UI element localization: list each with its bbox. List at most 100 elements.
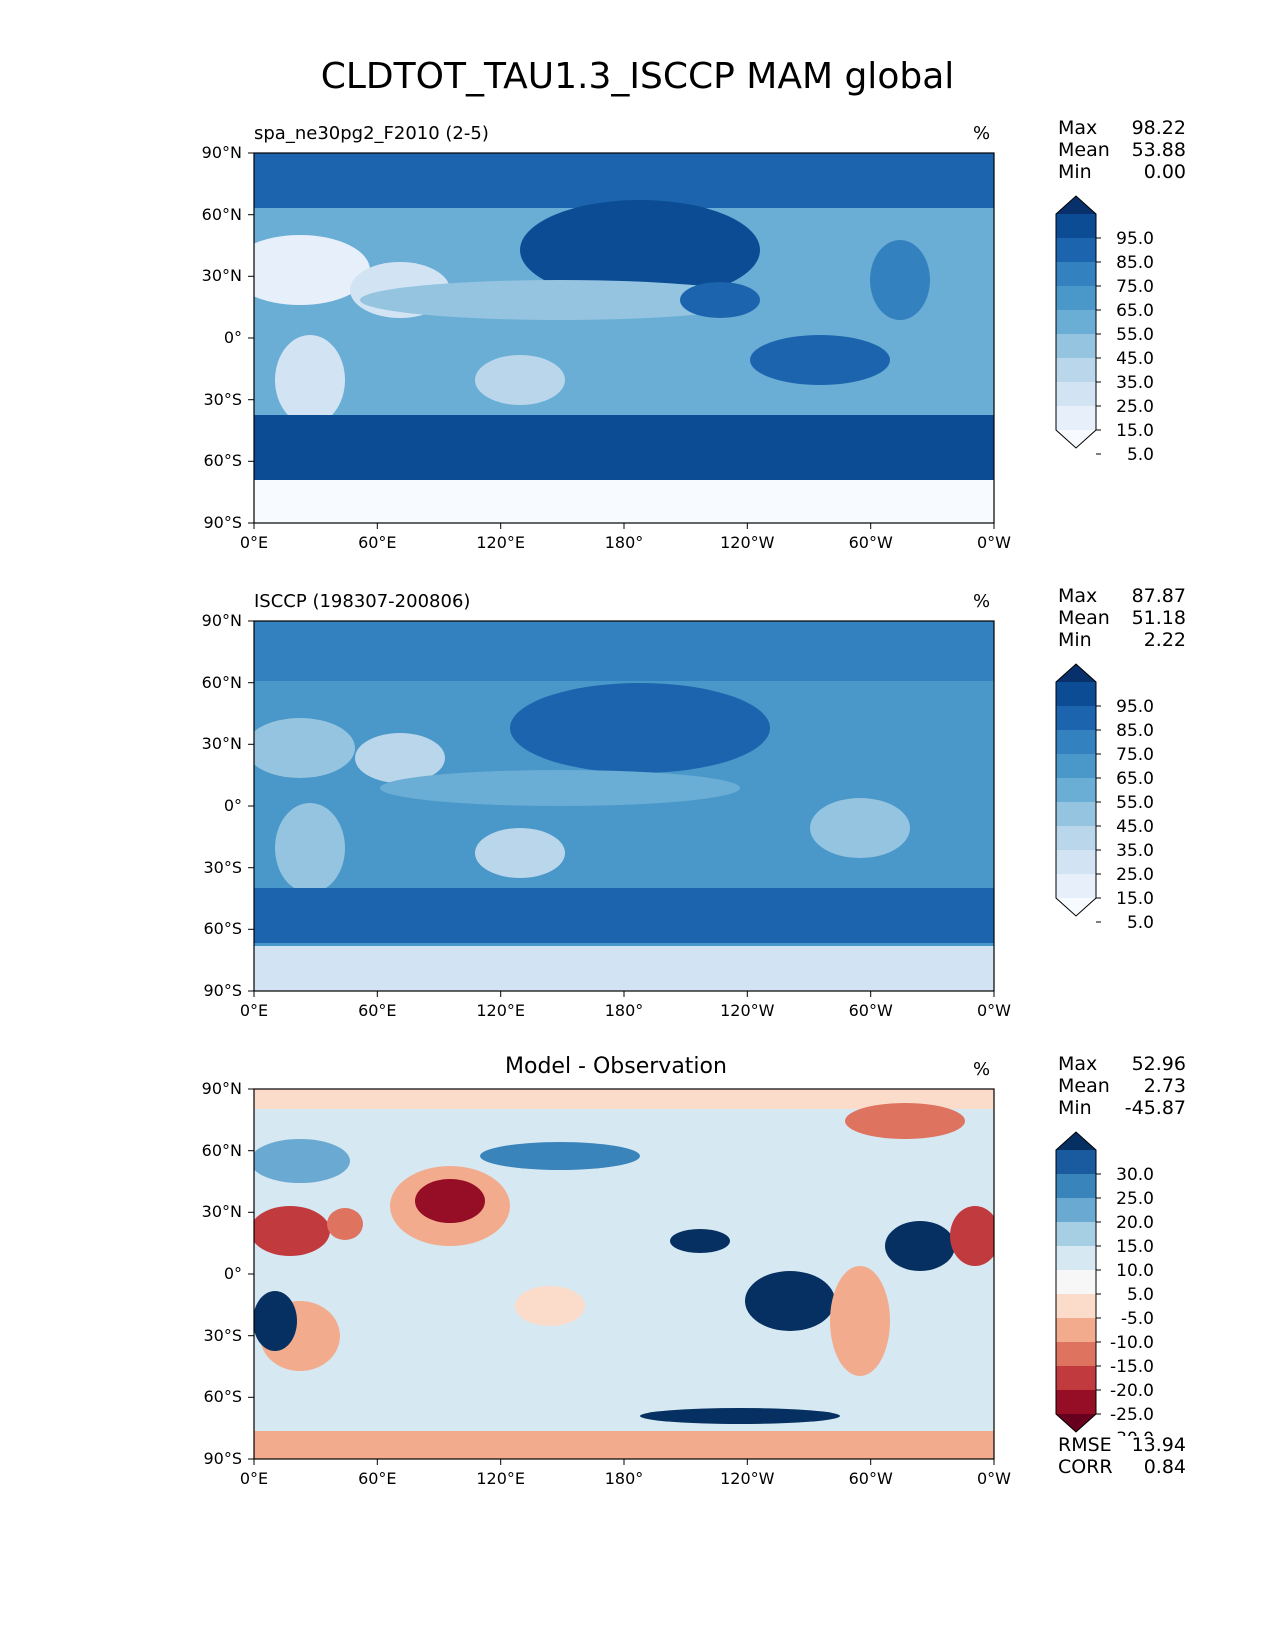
colorbar-tick-label: 30.0 <box>1116 1165 1154 1185</box>
colorbar-extend-max <box>1056 196 1096 214</box>
lon-tick-label: 180° <box>605 533 644 552</box>
lat-tick-label: 30°N <box>202 1202 242 1221</box>
colorbar-segment <box>1056 754 1096 778</box>
colorbar-segment <box>1056 826 1096 850</box>
map-plot: 90°N 60°N 30°N 0° 30°S 60°S 90°S 0°E 60°… <box>202 143 1012 552</box>
lon-tick-label: 120°E <box>476 1469 525 1488</box>
colorbar-segment <box>1056 1246 1096 1270</box>
stats-block: Max 98.22 Mean 53.88 Min 0.00 <box>1058 117 1186 183</box>
lon-tick-label: 120°E <box>476 1001 525 1020</box>
colorbar-tick-label: 15.0 <box>1116 889 1154 909</box>
lon-tick-label: 120°W <box>720 1469 775 1488</box>
colorbar-tick-label: 85.0 <box>1116 721 1154 741</box>
stat-mean-label: Mean <box>1058 607 1110 629</box>
colorbar-segment <box>1056 1222 1096 1246</box>
stat-mean-value: 2.73 <box>1143 1075 1186 1097</box>
metric-corr-label: CORR <box>1058 1456 1113 1478</box>
colorbar-tick-label: 85.0 <box>1116 253 1154 273</box>
colorbar-tick-label: 45.0 <box>1116 349 1154 369</box>
stat-max-value: 98.22 <box>1131 117 1186 139</box>
panel-difference: Model - Observation % Max 52.96 Mean 2.73 … <box>0 936 1275 1488</box>
colorbar-tick-label: 5.0 <box>1127 1285 1154 1305</box>
stat-mean-value: 51.18 <box>1131 607 1186 629</box>
colorbar: 30.0 25.0 20.0 15.0 10.0 5.0 -5.0 -10.0 -15.0 -20… <box>1055 1131 1154 1436</box>
colorbar-tick-label: 45.0 <box>1116 817 1154 837</box>
panel-subtitle: spa_ne30pg2_F2010 (2-5) <box>254 123 489 144</box>
colorbar-extend-max <box>1056 1132 1096 1150</box>
colorbar-tick-label: 5.0 <box>1127 445 1154 465</box>
lat-tick-label: 90°S <box>203 513 242 532</box>
colorbar-segment <box>1056 1150 1096 1174</box>
colorbar-segment <box>1056 262 1096 286</box>
stat-mean-value: 53.88 <box>1131 139 1186 161</box>
lon-tick-label: 120°E <box>476 533 525 552</box>
lat-tick-label: 90°N <box>202 611 242 630</box>
lon-tick-label: 180° <box>605 1469 644 1488</box>
stat-min-value: -45.87 <box>1124 1097 1186 1119</box>
lat-tick-label: 90°N <box>202 143 242 162</box>
stat-max-value: 52.96 <box>1131 1053 1186 1075</box>
stat-mean-label: Mean <box>1058 139 1110 161</box>
colorbar-extend-min <box>1056 898 1096 916</box>
colorbar-tick-label: -20.0 <box>1110 1381 1154 1401</box>
colorbar-tick-label: 5.0 <box>1127 913 1154 933</box>
lon-tick-label: 60°E <box>358 1001 396 1020</box>
colorbar-segment <box>1056 778 1096 802</box>
lat-tick-label: 0° <box>224 328 242 347</box>
colorbar-tick-label: 55.0 <box>1116 325 1154 345</box>
colorbar-tick-label: -25.0 <box>1110 1405 1154 1425</box>
stat-min-value: 0.00 <box>1143 161 1186 183</box>
panel-reference: ISCCP (198307-200806) % Max 87.87 Mean 51.… <box>0 468 1275 1020</box>
stat-max-value: 87.87 <box>1131 585 1186 607</box>
colorbar-segment <box>1056 358 1096 382</box>
colorbar-segment <box>1056 406 1096 430</box>
lon-tick-label: 180° <box>605 1001 644 1020</box>
stats-block: Max 52.96 Mean 2.73 Min -45.87 <box>1058 1053 1186 1119</box>
colorbar-extend-min <box>1056 1414 1096 1432</box>
panel-subtitle: Model - Observation <box>505 1054 727 1079</box>
panel-subtitle: ISCCP (198307-200806) <box>254 591 471 612</box>
stat-min-value: 2.22 <box>1143 629 1186 651</box>
colorbar-tick-label: 75.0 <box>1116 745 1154 765</box>
colorbar-segment <box>1056 1198 1096 1222</box>
colorbar-segment <box>1056 238 1096 262</box>
lat-tick-label: 60°N <box>202 1141 242 1160</box>
metric-corr-value: 0.84 <box>1143 1456 1186 1478</box>
lon-tick-label: 60°W <box>849 533 893 552</box>
lat-tick-label: 30°S <box>203 1326 242 1345</box>
units-label: % <box>973 123 991 144</box>
lon-tick-label: 0°W <box>977 1001 1011 1020</box>
colorbar-segment <box>1056 1366 1096 1390</box>
colorbar-tick-label: 65.0 <box>1116 769 1154 789</box>
colorbar-tick-label: 35.0 <box>1116 373 1154 393</box>
metrics-block: RMSE 13.94 CORR 0.84 <box>1058 1434 1186 1478</box>
lon-tick-label: 0°E <box>240 1001 268 1020</box>
colorbar-extend-min <box>1056 430 1096 448</box>
colorbar-segment <box>1056 334 1096 358</box>
lon-tick-label: 60°W <box>849 1469 893 1488</box>
stat-mean-label: Mean <box>1058 1075 1110 1097</box>
colorbar-segment <box>1056 1270 1096 1294</box>
colorbar-tick-label: 35.0 <box>1116 841 1154 861</box>
metric-rmse-value: 13.94 <box>1131 1434 1186 1456</box>
metric-rmse-label: RMSE <box>1058 1434 1112 1456</box>
colorbar-tick-label: 25.0 <box>1116 1189 1154 1209</box>
map-plot: 90°N 60°N 30°N 0° 30°S 60°S 90°S 0°E 60°… <box>202 1079 1012 1488</box>
colorbar-tick-label: -15.0 <box>1110 1357 1154 1377</box>
colorbar-segment <box>1056 1174 1096 1198</box>
lat-tick-label: 0° <box>224 1264 242 1283</box>
lat-tick-label: 60°S <box>203 919 242 938</box>
colorbar-tick-label: 15.0 <box>1116 1237 1154 1257</box>
colorbar: 95.0 85.0 75.0 65.0 55.0 45.0 35.0 25.0 15.0 5.0 <box>1055 663 1154 933</box>
colorbar-segment <box>1056 802 1096 826</box>
colorbar-tick-label: 95.0 <box>1116 697 1154 717</box>
colorbar-segment <box>1056 874 1096 898</box>
colorbar-segment <box>1056 382 1096 406</box>
colorbar-tick-label: -5.0 <box>1121 1309 1154 1329</box>
lon-tick-label: 120°W <box>720 1001 775 1020</box>
colorbar-tick-label: 25.0 <box>1116 865 1154 885</box>
colorbar-segment <box>1056 682 1096 706</box>
colorbar-segment <box>1056 1342 1096 1366</box>
colorbar-segment <box>1056 1294 1096 1318</box>
lat-tick-label: 30°S <box>203 390 242 409</box>
